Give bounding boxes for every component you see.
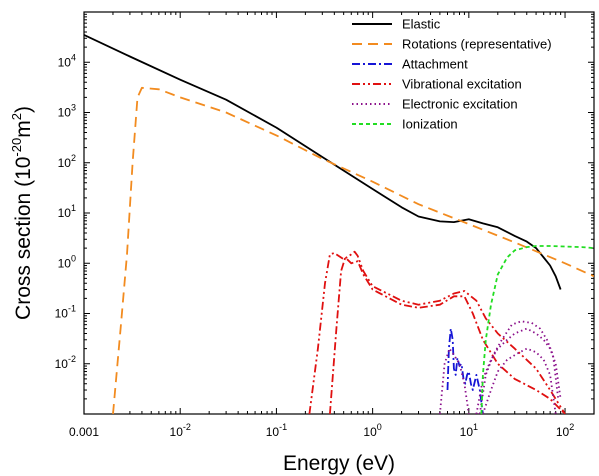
legend-label: Electronic excitation (402, 97, 518, 112)
series-line-0 (84, 34, 562, 290)
series-line-5 (439, 347, 470, 414)
legend-label: Elastic (402, 17, 441, 32)
series-line-7 (478, 320, 560, 414)
y-tick-label: 101 (58, 203, 76, 220)
series-line-8 (482, 347, 557, 414)
x-tick-label: 10-2 (170, 422, 191, 439)
legend-label: Vibrational excitation (402, 77, 522, 92)
axis-ticks: 10-2 10-1 100 101 102 103 104 0.001 10-2 10-1 100 1… (55, 12, 595, 439)
y-axis-label: Cross section (10-20m2) (9, 106, 35, 320)
series-line-6 (475, 327, 562, 414)
x-tick-label: 100 (363, 422, 381, 439)
y-tick-label: 102 (58, 153, 76, 170)
legend-label: Attachment (402, 57, 468, 72)
x-axis-label: Energy (eV) (283, 452, 395, 475)
y-tick-label: 10-2 (55, 354, 76, 371)
series-line-1 (112, 86, 594, 414)
legend: Elastic Rotations (representative) Attachm… (352, 17, 552, 132)
y-tick-label: 103 (58, 103, 76, 120)
legend-label: Ionization (402, 117, 458, 132)
x-tick-label: 0.001 (69, 425, 99, 439)
series-line-2 (446, 327, 484, 414)
series-group (84, 34, 594, 414)
x-tick-label: 102 (556, 422, 574, 439)
series-line-3 (308, 250, 566, 414)
legend-label: Rotations (representative) (402, 37, 552, 52)
y-tick-label: 104 (58, 52, 76, 69)
y-tick-label: 10-1 (55, 304, 76, 321)
series-line-4 (329, 256, 566, 414)
x-tick-label: 10-1 (266, 422, 287, 439)
series-line-9 (480, 245, 594, 414)
y-tick-label: 100 (58, 253, 76, 270)
x-tick-label: 101 (460, 422, 478, 439)
